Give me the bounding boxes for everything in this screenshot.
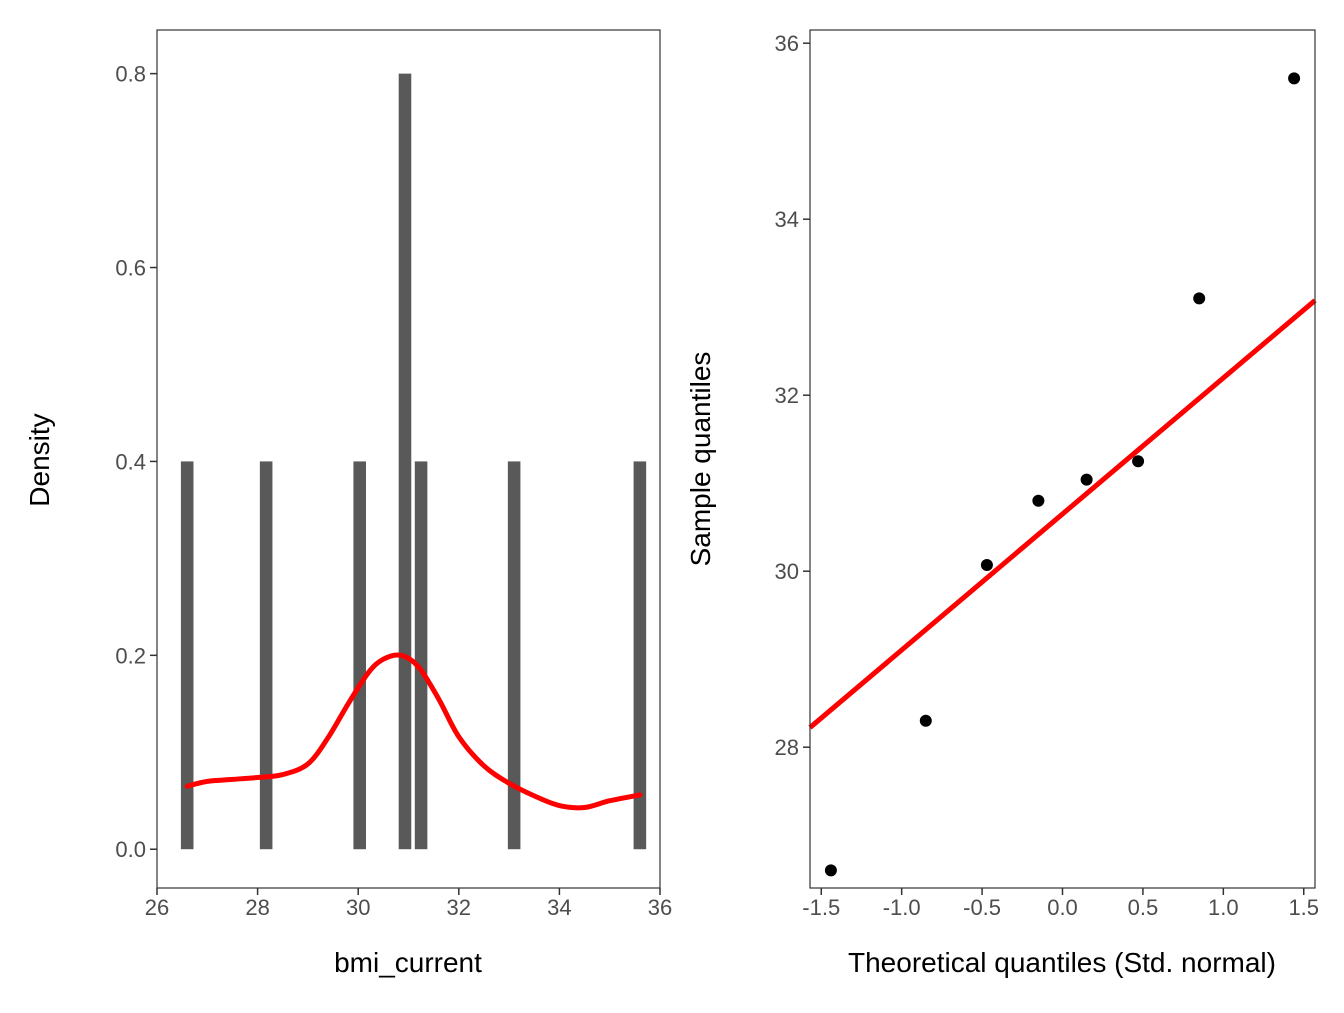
histogram-x-tick-label: 28	[245, 895, 269, 920]
histogram-bar-1	[259, 461, 273, 850]
qq-y-axis: 28 30 32 34 36	[775, 31, 810, 760]
qq-y-tick-label: 34	[775, 207, 799, 232]
histogram-bar-4	[414, 461, 428, 850]
histogram-y-tick-label: 0.4	[115, 449, 146, 474]
qq-point-3	[1032, 494, 1045, 507]
qq-point-1	[919, 714, 932, 727]
histogram-bar-2	[353, 461, 366, 850]
qq-x-tick-label: -1.0	[883, 895, 921, 920]
qq-x-tick-label: 0.0	[1047, 895, 1078, 920]
histogram-bar-6	[633, 461, 647, 850]
density-curve	[184, 652, 643, 811]
qq-plot-panel: -1.5 -1.0 -0.5 0.0 0.5 1.0 1.5 28 30 32 34 36 Theo…	[685, 29, 1319, 978]
qq-x-axis: -1.5 -1.0 -0.5 0.0 0.5 1.0 1.5	[802, 888, 1319, 920]
qq-x-tick-label: -1.5	[802, 895, 840, 920]
qq-point-5	[1132, 455, 1145, 468]
qq-point-0	[824, 864, 837, 877]
qq-y-tick-label: 28	[775, 735, 799, 760]
histogram-bar-0	[180, 461, 194, 850]
histogram-y-tick-label: 0.0	[115, 837, 146, 862]
histogram-x-tick-label: 30	[346, 895, 370, 920]
histogram-y-axis: 0.0 0.2 0.4 0.6 0.8	[115, 62, 157, 862]
qq-x-tick-label: -0.5	[963, 895, 1001, 920]
qq-x-axis-title: Theoretical quantiles (Std. normal)	[848, 947, 1276, 978]
qq-x-tick-label: 1.0	[1208, 895, 1239, 920]
histogram-x-tick-label: 34	[547, 895, 571, 920]
histogram-bar-3	[398, 73, 412, 850]
histogram-panel: 26 28 30 32 34 36 0.0 0.2 0.4 0.6 0.8 bmi_current…	[24, 29, 672, 978]
qq-y-axis-title: Sample quantiles	[685, 352, 716, 567]
qq-y-tick-label: 30	[775, 559, 799, 584]
qq-points	[824, 72, 1301, 877]
qq-point-2	[980, 559, 993, 572]
qq-x-tick-label: 0.5	[1128, 895, 1159, 920]
qq-y-tick-label: 32	[775, 383, 799, 408]
histogram-x-axis: 26 28 30 32 34 36	[145, 888, 672, 920]
histogram-x-axis-title: bmi_current	[334, 947, 482, 978]
histogram-bar-5	[507, 461, 521, 850]
qq-y-tick-label: 36	[775, 31, 799, 56]
histogram-panel-border	[156, 29, 661, 889]
histogram-y-tick-label: 0.6	[115, 256, 146, 281]
qq-point-7	[1288, 72, 1301, 85]
qq-x-tick-label: 1.5	[1288, 895, 1319, 920]
histogram-x-tick-label: 26	[145, 895, 169, 920]
histogram-x-tick-label: 32	[447, 895, 471, 920]
histogram-y-tick-label: 0.2	[115, 643, 146, 668]
histogram-y-tick-label: 0.8	[115, 62, 146, 87]
histogram-x-tick-label: 36	[648, 895, 672, 920]
qq-point-4	[1080, 473, 1093, 486]
qq-point-6	[1193, 292, 1206, 305]
qq-reference-line	[808, 298, 1317, 730]
histogram-y-axis-title: Density	[24, 413, 55, 506]
